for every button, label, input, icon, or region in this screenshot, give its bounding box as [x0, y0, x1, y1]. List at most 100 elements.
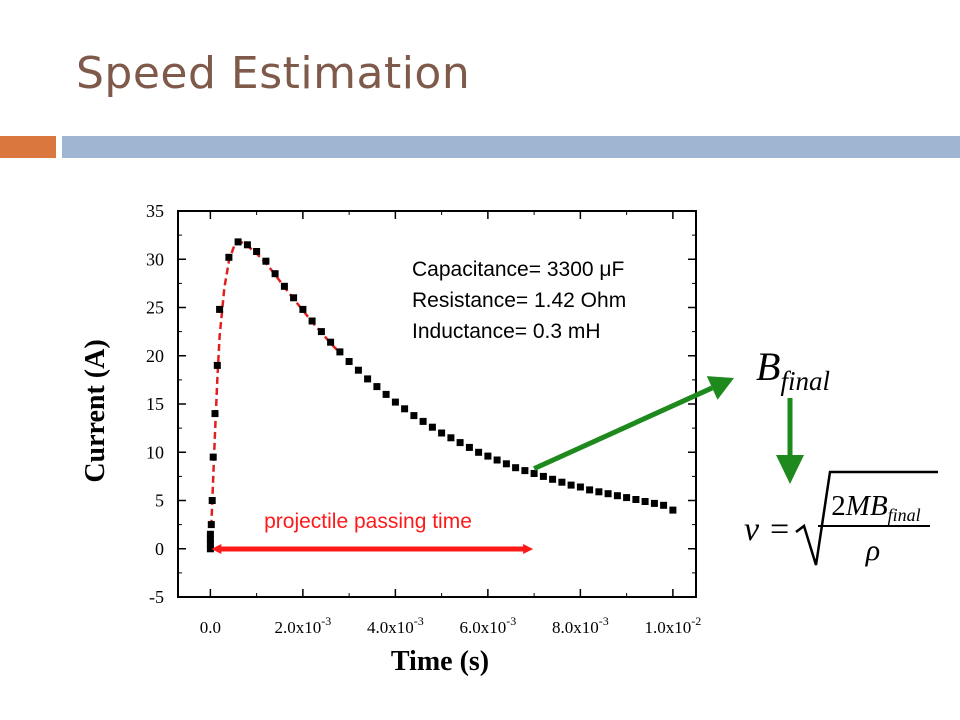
pointer-arrow-diagonal	[533, 385, 714, 471]
circuit-capacitance: Capacitance= 3300 μF	[412, 258, 624, 281]
x-tick-label-exponent: -3	[321, 614, 331, 628]
data-point	[567, 481, 575, 489]
data-point	[465, 443, 473, 451]
formula-equals: =	[770, 511, 789, 548]
fit-curve	[209, 240, 341, 549]
formula-denominator: ρ	[865, 534, 880, 567]
y-tick-label: 20	[146, 346, 164, 366]
y-tick-label: 10	[146, 442, 164, 462]
x-axis-label: Time (s)	[391, 646, 489, 677]
data-point	[299, 305, 307, 313]
data-point	[604, 490, 612, 498]
data-point	[493, 456, 501, 464]
data-point	[364, 375, 372, 383]
b-final-symbol: Bfinal	[756, 344, 830, 396]
data-point	[206, 530, 214, 538]
data-point	[327, 338, 335, 346]
data-point	[207, 521, 215, 529]
x-tick-label-base: 8.0x10	[552, 618, 599, 637]
data-point	[225, 253, 233, 261]
data-point	[216, 305, 224, 313]
data-point	[253, 248, 261, 255]
data-point	[234, 238, 242, 246]
data-point	[613, 492, 621, 500]
velocity-formula: v = 2MBfinal ρ	[744, 470, 938, 567]
y-tick-label: 25	[146, 298, 164, 318]
data-point	[521, 467, 529, 475]
x-tick-label-exponent: -2	[691, 614, 701, 628]
data-point	[576, 483, 584, 491]
fit-curve-group	[209, 240, 341, 549]
circuit-resistance: Resistance= 1.42 Ohm	[412, 289, 626, 312]
data-point	[632, 496, 640, 503]
data-point	[336, 348, 344, 356]
data-point	[530, 470, 538, 477]
data-point	[206, 545, 214, 553]
data-point	[243, 241, 251, 249]
x-tick-label-exponent: -3	[414, 614, 424, 628]
data-point	[438, 429, 446, 437]
b-final-base: B	[756, 344, 780, 389]
x-tick-label: 2.0x10-3	[275, 614, 332, 637]
formula-numerator-coeff: 2	[831, 490, 846, 522]
data-point	[428, 423, 436, 431]
x-tick-label-base: 0.0	[200, 618, 221, 637]
data-point	[401, 405, 409, 413]
accent-bar-orange	[0, 136, 56, 158]
data-point	[308, 317, 316, 325]
x-tick-label: 0.0	[200, 618, 221, 637]
x-tick-label-exponent: -3	[506, 614, 516, 628]
data-point	[539, 472, 547, 480]
x-tick-label: 6.0x10-3	[460, 614, 517, 637]
data-point	[512, 464, 520, 472]
slide-title: Speed Estimation	[76, 48, 471, 99]
x-tick-label-base: 6.0x10	[460, 618, 507, 637]
x-tick-label: 4.0x10-3	[367, 614, 424, 637]
y-tick-label: 35	[146, 201, 164, 221]
data-point	[271, 270, 279, 278]
data-point	[262, 257, 270, 265]
x-ticks: 0.0 2.0x10-3 4.0x10-3 6.0x10-3 8.0x10-3 1.0x1…	[200, 211, 701, 637]
data-point	[373, 383, 381, 391]
data-point	[586, 486, 594, 494]
circuit-inductance: Inductance= 0.3 mH	[412, 320, 601, 343]
y-tick-label: 30	[146, 249, 164, 269]
formula-sqrt-sign	[795, 470, 938, 566]
data-point	[456, 439, 464, 447]
pointer-arrows	[533, 376, 804, 484]
y-tick-label: -5	[149, 587, 164, 607]
data-point	[213, 361, 221, 369]
data-point	[209, 453, 217, 461]
x-tick-label-base: 2.0x10	[275, 618, 322, 637]
b-final-subscript: final	[780, 366, 830, 396]
pointer-arrow-down-head	[776, 455, 804, 484]
x-tick-label-exponent: -3	[599, 614, 609, 628]
data-points-group	[206, 238, 677, 553]
data-point	[211, 410, 219, 418]
data-point	[280, 282, 288, 290]
y-tick-label: 15	[146, 394, 164, 414]
data-point	[317, 328, 325, 336]
data-point	[595, 488, 603, 496]
passing-time-annotation: projectile passing time	[211, 510, 534, 554]
formula-numerator-vars: MB	[845, 490, 888, 522]
accent-bar-blue	[62, 136, 960, 158]
data-point	[650, 499, 658, 507]
data-point	[660, 501, 668, 509]
y-tick-label: 0	[155, 539, 164, 559]
data-point	[669, 506, 677, 514]
data-point	[641, 498, 649, 505]
data-point	[345, 358, 353, 365]
data-point	[447, 434, 455, 442]
data-point	[206, 540, 214, 548]
data-point	[419, 417, 427, 425]
data-point	[354, 366, 362, 374]
data-point	[206, 535, 214, 543]
passing-time-label: projectile passing time	[264, 510, 472, 533]
x-tick-label-base: 1.0x10	[645, 618, 692, 637]
data-point	[410, 412, 418, 420]
data-point	[391, 398, 399, 406]
y-ticks: 35 30 25 20 15 10 5 0 -5	[146, 201, 696, 607]
x-tick-label-base: 4.0x10	[367, 618, 414, 637]
